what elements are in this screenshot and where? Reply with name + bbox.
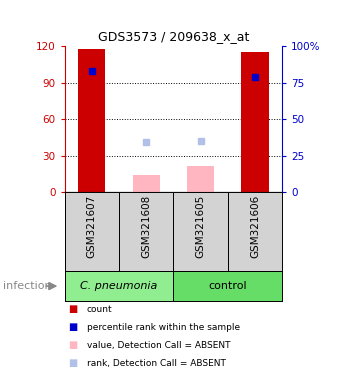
Text: rank, Detection Call = ABSENT: rank, Detection Call = ABSENT [87, 359, 225, 368]
Text: control: control [208, 281, 247, 291]
Bar [133, 175, 160, 192]
Text: infection: infection [3, 281, 52, 291]
Text: GSM321605: GSM321605 [195, 194, 206, 258]
Text: GSM321608: GSM321608 [141, 194, 151, 258]
Bar [173, 271, 282, 301]
Text: ■: ■ [68, 340, 77, 350]
Bar [78, 48, 105, 192]
Bar [65, 192, 119, 271]
Text: GSM321606: GSM321606 [250, 194, 260, 258]
Text: percentile rank within the sample: percentile rank within the sample [87, 323, 240, 332]
Text: ■: ■ [68, 322, 77, 332]
Text: ■: ■ [68, 304, 77, 314]
Bar [173, 192, 228, 271]
Bar [65, 271, 173, 301]
Bar [241, 52, 269, 192]
Text: ■: ■ [68, 358, 77, 368]
Title: GDS3573 / 209638_x_at: GDS3573 / 209638_x_at [98, 30, 249, 43]
Bar [119, 192, 173, 271]
Text: C. pneumonia: C. pneumonia [80, 281, 158, 291]
Text: GSM321607: GSM321607 [87, 194, 97, 258]
Bar [228, 192, 282, 271]
Text: value, Detection Call = ABSENT: value, Detection Call = ABSENT [87, 341, 230, 350]
Bar [187, 167, 214, 192]
Text: count: count [87, 305, 112, 314]
